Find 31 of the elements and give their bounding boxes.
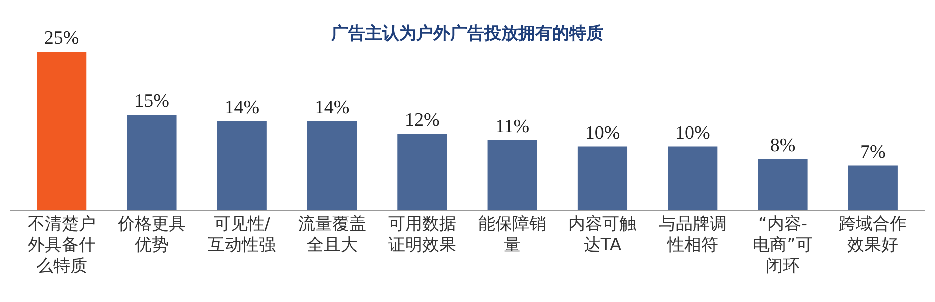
bar <box>848 166 898 210</box>
x-tick-label: 流量覆盖全且大 <box>298 214 366 256</box>
bar <box>398 134 448 210</box>
x-tick-label: “内容-电商”可闭环 <box>753 214 813 276</box>
bar <box>217 122 267 210</box>
data-label: 8% <box>770 135 796 156</box>
data-label: 10% <box>675 122 710 144</box>
data-label: 7% <box>860 142 886 163</box>
x-tick-label: 内容可触达TA <box>568 214 637 256</box>
data-label: 15% <box>134 91 170 112</box>
bar <box>668 146 718 210</box>
bar <box>578 146 628 210</box>
data-label: 11% <box>496 116 530 138</box>
x-tick-label: 与品牌调性相符 <box>658 214 727 256</box>
bar <box>127 115 177 210</box>
bar <box>37 52 87 210</box>
data-label: 10% <box>585 122 620 144</box>
data-label: 14% <box>314 98 350 119</box>
x-tick-label: 价格更具优势 <box>116 214 186 256</box>
x-tick-label: 跨域合作效果好 <box>839 214 908 256</box>
x-tick-label: 能保障销量 <box>478 214 547 256</box>
bar <box>307 122 358 210</box>
bar <box>758 159 808 210</box>
data-label: 14% <box>224 98 260 119</box>
data-label: 25% <box>44 28 80 49</box>
chart-title: 广告主认为户外广告投放拥有的特质 <box>330 24 604 44</box>
x-tick-label: 可见性/互动性强 <box>208 214 276 256</box>
bar <box>488 140 538 210</box>
data-label: 12% <box>405 110 440 132</box>
x-tick-label: 不清楚户外具备什么特质 <box>28 214 96 276</box>
x-tick-label: 可用数据证明效果 <box>388 214 456 256</box>
